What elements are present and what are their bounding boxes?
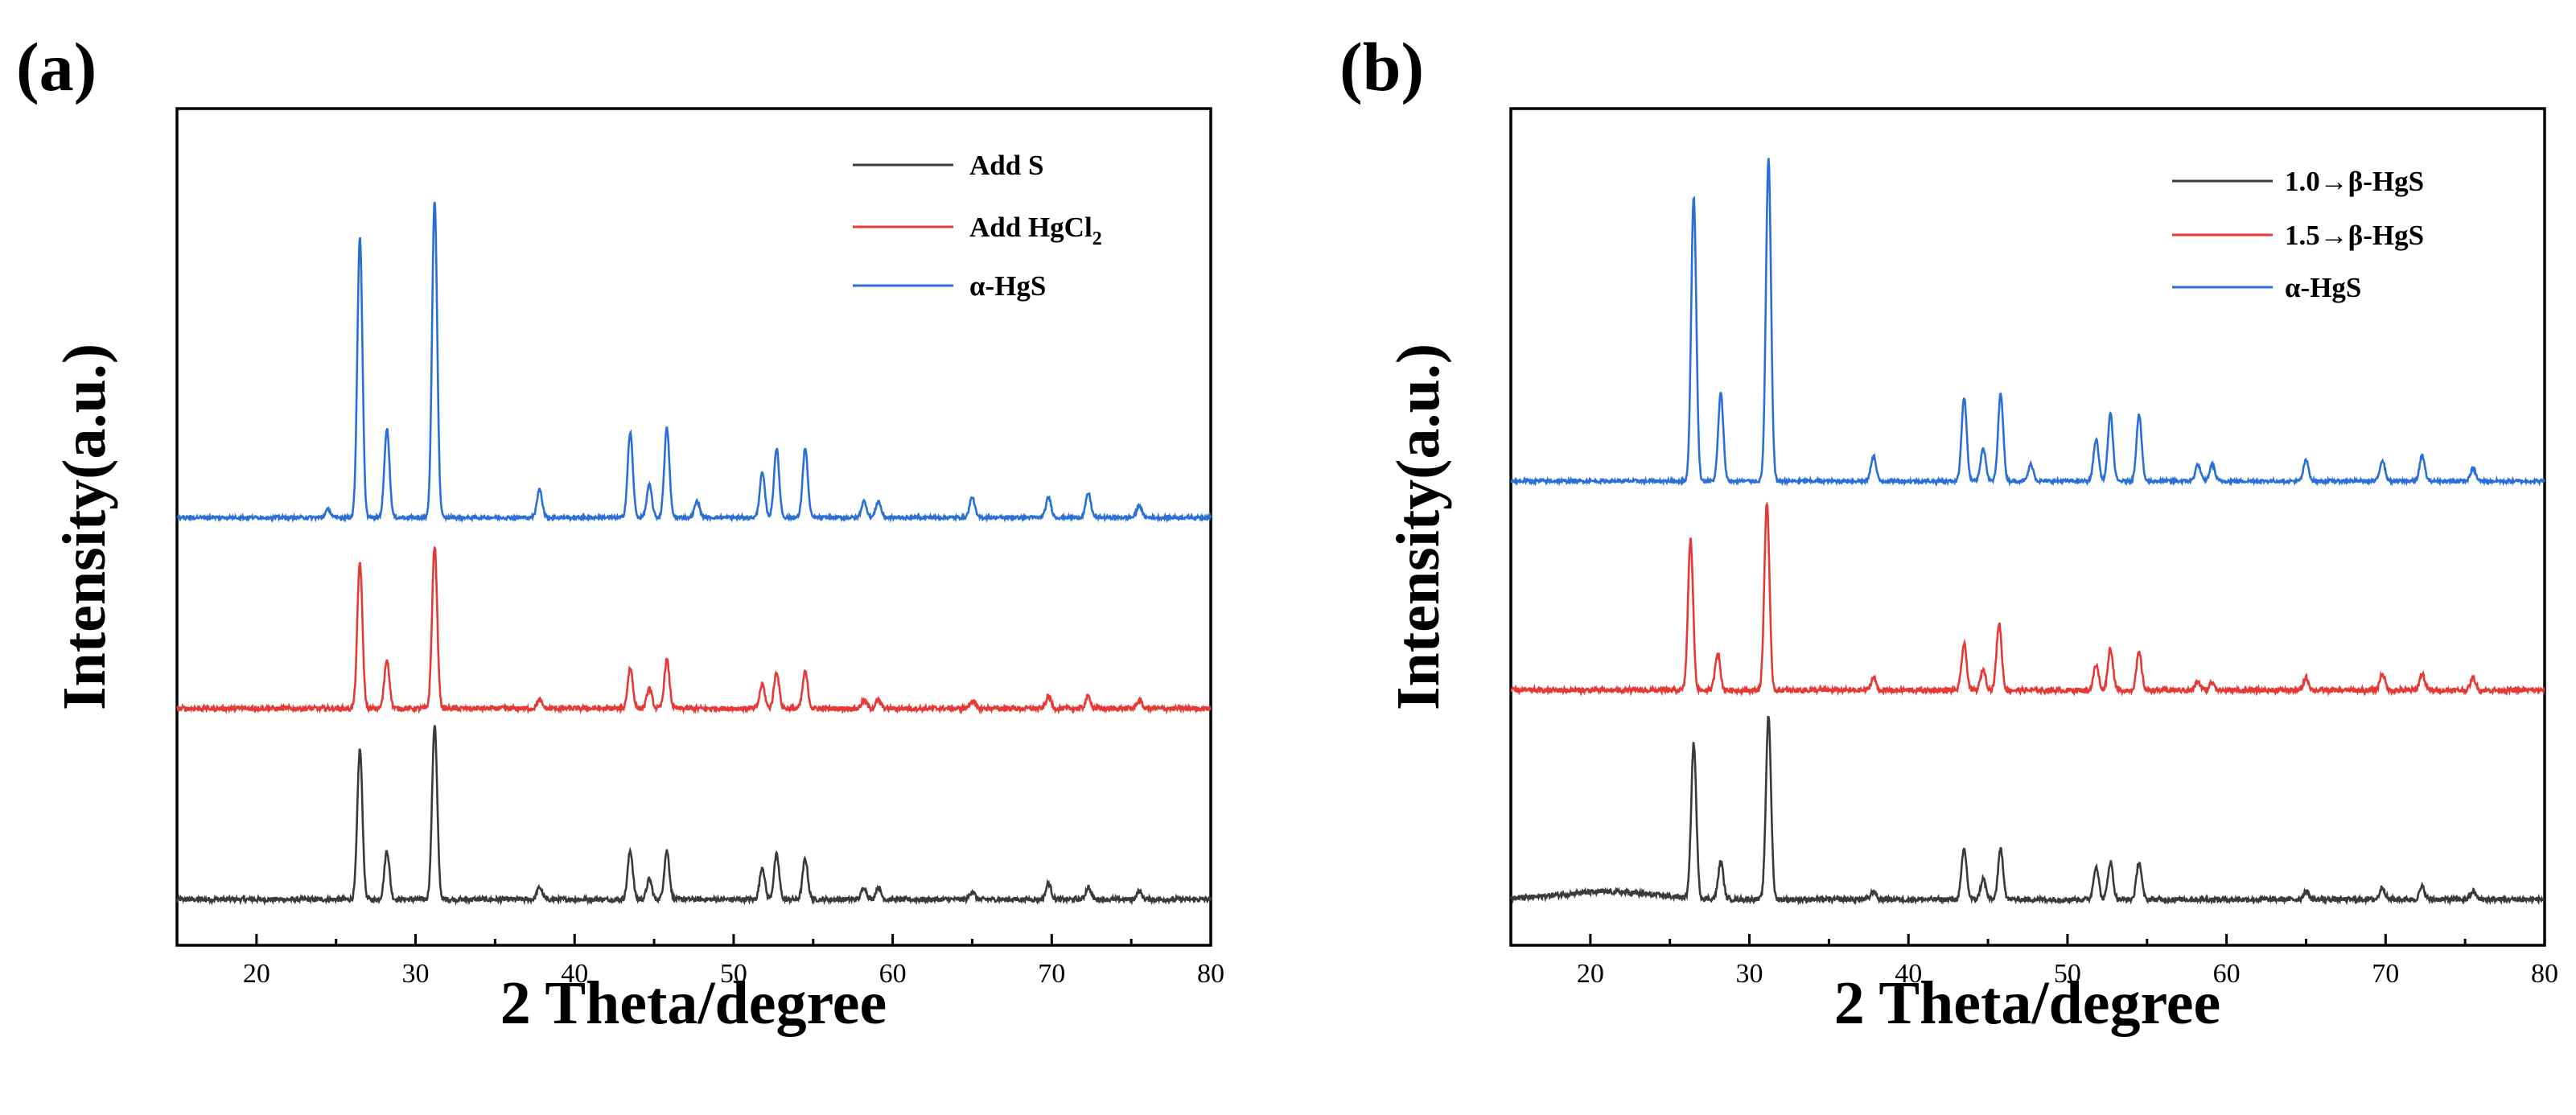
panel-a-x-tick-labels: 20 30 40 50 60 70 80 xyxy=(243,959,1224,989)
legend-main: α-HgS xyxy=(969,270,1046,302)
panel-b-label: (b) xyxy=(1339,28,1424,105)
panel-b-legend-label: 1.5→β-HgS xyxy=(2285,220,2424,251)
legend-main: 1.5→β-HgS xyxy=(2285,220,2424,251)
legend-main: Add S xyxy=(969,150,1043,181)
panel-b-legend: 1.0→β-HgS 1.5→β-HgS α-HgS xyxy=(2172,166,2424,303)
panel-a-x-tick-label: 50 xyxy=(720,959,747,989)
panel-b-x-tick-label: 80 xyxy=(2531,959,2558,989)
panel-a-series-group xyxy=(175,201,1212,907)
panel-b-y-axis-title: Intensity(a.u.) xyxy=(1385,344,1452,710)
panel-a-series-line xyxy=(176,201,1212,524)
panel-a-x-tick-label: 20 xyxy=(243,959,270,989)
panel-b-series-line xyxy=(1509,715,2545,907)
panel-a-plot-frame xyxy=(175,107,1212,947)
panel-b-plot-frame xyxy=(1509,107,2546,947)
panel-a: (a) 20 30 40 50 60 70 80 2 Theta/degree … xyxy=(16,28,1224,1037)
panel-a-y-axis-title: Intensity(a.u.) xyxy=(51,344,118,710)
panel-b-x-ticks xyxy=(1509,934,2546,945)
panel-b-x-tick-label: 30 xyxy=(1736,959,1763,989)
panel-a-legend-label: Add S xyxy=(969,150,1043,181)
panel-a-legend-label: α-HgS xyxy=(969,270,1046,302)
legend-main: α-HgS xyxy=(2285,272,2361,303)
panel-a-legend-label: Add HgCl2 xyxy=(969,212,1102,249)
panel-a-series-line xyxy=(176,545,1212,715)
panel-b-x-tick-label: 70 xyxy=(2372,959,2399,989)
panel-b-series-group xyxy=(1509,158,2546,907)
legend-sub: 2 xyxy=(1093,228,1102,249)
panel-b-legend-label: α-HgS xyxy=(2285,272,2361,303)
panel-a-x-tick-label: 60 xyxy=(879,959,907,989)
panel-b-x-tick-label: 20 xyxy=(1577,959,1604,989)
panel-a-x-ticks xyxy=(175,934,1212,945)
panel-b-x-tick-label: 50 xyxy=(2054,959,2081,989)
panel-a-x-tick-label: 70 xyxy=(1038,959,1065,989)
panel-a-x-tick-label: 30 xyxy=(402,959,430,989)
panel-b-x-tick-label: 60 xyxy=(2213,959,2241,989)
panel-b-x-axis-title: 2 Theta/degree xyxy=(1834,969,2221,1037)
legend-main: 1.0→β-HgS xyxy=(2285,166,2424,197)
panel-b-series-line xyxy=(1510,158,2546,488)
panel-a-series-line xyxy=(175,725,1212,907)
panel-b-legend-label: 1.0→β-HgS xyxy=(2285,166,2424,197)
legend-main: Add HgCl xyxy=(969,212,1093,243)
panel-a-legend: Add S Add HgCl2 α-HgS xyxy=(853,150,1102,302)
panel-a-label: (a) xyxy=(16,28,97,105)
panel-a-x-axis-title: 2 Theta/degree xyxy=(500,969,887,1037)
panel-b: (b) 20 30 40 50 60 70 80 2 Theta/degree … xyxy=(1339,28,2558,1037)
panel-b-x-tick-labels: 20 30 40 50 60 70 80 xyxy=(1577,959,2558,989)
panel-a-x-tick-label: 40 xyxy=(561,959,588,989)
panel-b-x-tick-label: 40 xyxy=(1895,959,1922,989)
panel-a-x-tick-label: 80 xyxy=(1197,959,1224,989)
panel-b-series-line xyxy=(1510,501,2545,697)
